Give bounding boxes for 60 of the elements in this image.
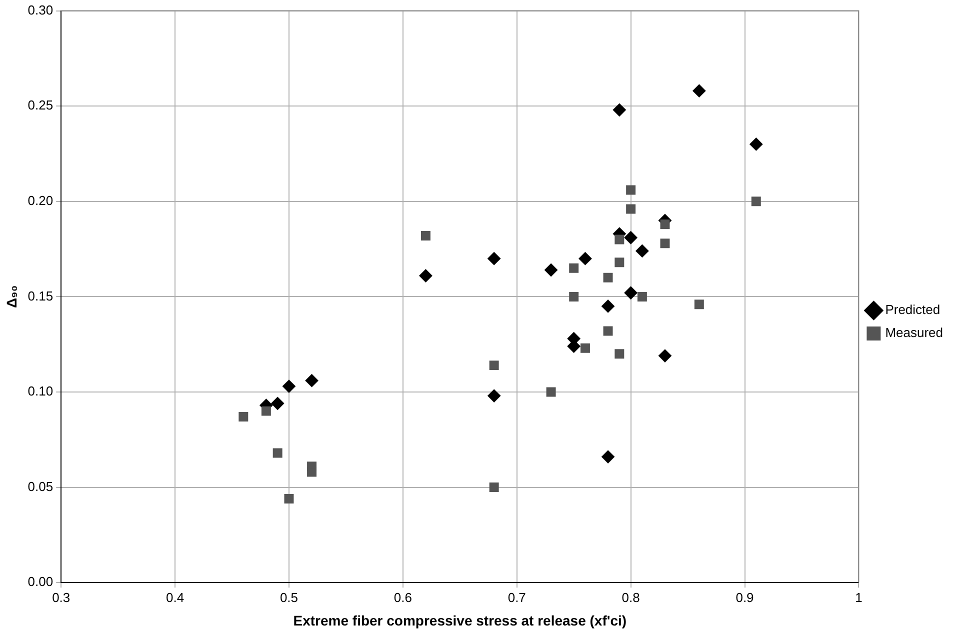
y-axis-title: Δ₉₀ [3,285,20,308]
point [580,343,590,353]
point [488,252,501,266]
point [612,103,626,116]
point [660,220,670,230]
point [261,406,271,416]
x-tick-label: 0.6 [394,590,412,605]
point [660,238,670,248]
point [626,185,636,195]
y-tick-label: 0.25 [28,98,54,113]
x-axis-title: Extreme fiber compressive stress at release (xf'ci) [293,612,627,628]
y-tick-label: 0.15 [28,288,54,304]
x-tick-label: 0.9 [736,590,754,605]
point [602,300,615,313]
point [750,138,763,151]
point [488,389,501,402]
point [636,244,649,258]
point [420,230,430,240]
point [603,272,613,282]
x-tick-label: 1 [855,590,862,605]
x-tick-label: 0.8 [622,590,640,605]
point [692,84,706,98]
point [271,396,284,410]
point [282,380,296,393]
x-tick-label: 0.3 [52,590,70,605]
point [614,349,624,359]
y-tick-label: 0.10 [28,384,54,399]
point [578,252,592,266]
point [614,234,624,244]
point [569,292,579,302]
x-tick-label: 0.7 [508,590,526,605]
point [694,300,704,310]
point [602,450,615,464]
y-tick-label: 0.30 [28,2,54,18]
point [614,258,624,268]
point [569,263,579,273]
point [284,494,294,504]
point [307,467,317,477]
legend-label: Measured [885,325,944,340]
point [489,360,499,370]
legend-label: Predicted [885,302,940,318]
point [624,286,638,300]
x-tick-label: 0.4 [166,590,184,605]
point [489,482,499,492]
y-tick-label: 0.20 [28,192,54,208]
point [637,292,647,302]
point [626,204,636,214]
point [546,387,556,397]
point [238,412,248,422]
point [272,448,282,458]
point [624,231,638,244]
point [751,196,761,206]
x-tick-label: 0.5 [280,590,298,605]
point [658,349,672,362]
point [544,264,558,277]
point [603,326,613,336]
point [305,374,318,388]
y-tick-label: 0.05 [28,478,54,494]
point [419,269,432,282]
y-tick-label: 0.00 [28,574,54,590]
